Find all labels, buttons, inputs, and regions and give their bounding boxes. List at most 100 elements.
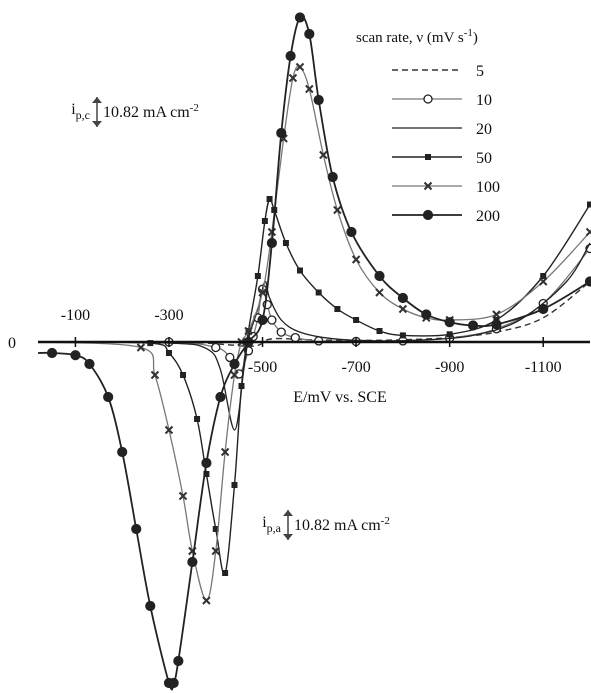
series-20 (37, 242, 591, 431)
legend-marker (422, 209, 434, 221)
data-point-10 (276, 327, 286, 337)
data-point-100 (211, 546, 220, 556)
data-point-10 (267, 315, 277, 325)
legend-title: scan rate, ν (mV s-1) (356, 27, 478, 46)
axis-layer: 0 -100 -300 -500 -700 -900 -1100 E/mV vs. SCE (8, 307, 590, 406)
data-point-100 (492, 310, 501, 319)
data-point-10 (211, 342, 221, 353)
data-point-100 (398, 304, 408, 314)
legend-label: 100 (476, 179, 500, 196)
legend-label: 20 (476, 121, 492, 138)
data-point-200 (285, 50, 296, 62)
data-point-200 (201, 457, 212, 469)
data-point-50 (203, 471, 210, 477)
data-point-50 (282, 240, 289, 246)
data-point-100 (288, 73, 298, 83)
data-point-100 (375, 288, 384, 297)
data-point-200 (257, 314, 268, 326)
data-point-50 (446, 331, 453, 338)
x-tick-label: -300 (154, 307, 183, 324)
legend-item-5: 5 (392, 63, 484, 80)
data-point-100 (244, 326, 253, 336)
legend-marker (425, 154, 431, 160)
data-point-200 (103, 391, 114, 403)
data-point-200 (145, 600, 156, 612)
data-point-50 (261, 218, 268, 224)
data-point-200 (294, 12, 306, 23)
data-point-100 (164, 425, 174, 435)
data-point-100 (202, 596, 211, 605)
data-point-200 (538, 303, 549, 315)
legend-item-10: 10 (392, 92, 492, 109)
data-point-50 (587, 201, 591, 208)
scale-bar-value: 10.82 mA cm-2 (103, 102, 199, 121)
data-point-50 (212, 526, 219, 532)
scale-bar-symbol: ip,a (262, 514, 281, 535)
data-point-200 (131, 523, 142, 535)
data-point-100 (136, 343, 146, 352)
scale-bar-cathodic: ip,c 10.82 mA cm-2 (71, 97, 199, 127)
x-tick-label: -500 (248, 359, 277, 376)
data-point-100 (305, 84, 314, 94)
data-point-100 (258, 288, 267, 297)
legend-label: 10 (476, 92, 492, 109)
data-point-200 (374, 270, 385, 282)
scale-bar-arrow-up (92, 97, 102, 103)
data-point-200 (491, 319, 502, 330)
data-point-200 (467, 320, 479, 331)
data-point-200 (84, 358, 95, 370)
legend-item-100: 100 (392, 179, 500, 196)
data-point-100 (539, 277, 548, 286)
data-point-100 (319, 150, 328, 160)
data-point-200 (187, 556, 198, 568)
data-point-100 (150, 370, 160, 380)
data-point-200 (168, 677, 179, 689)
data-point-100 (351, 255, 361, 264)
data-point-50 (266, 196, 273, 202)
legend-item-20: 20 (392, 121, 492, 138)
x-tick-label: -700 (341, 359, 370, 376)
x-tick-label: -100 (61, 307, 90, 324)
data-point-50 (231, 482, 238, 488)
data-point-100 (585, 227, 591, 237)
data-point-200 (173, 655, 184, 667)
data-point-50 (376, 328, 383, 334)
legend-label: 5 (476, 63, 484, 80)
series-200 (37, 12, 591, 691)
data-point-50 (353, 317, 360, 323)
data-point-50 (238, 383, 245, 389)
data-point-50 (334, 306, 341, 312)
legend-item-50: 50 (392, 150, 492, 167)
data-point-50 (399, 332, 406, 339)
data-point-100 (267, 227, 277, 237)
scale-bars: ip,c 10.82 mA cm-2 ip,a 10.82 mA cm-2 (71, 97, 390, 540)
data-point-50 (296, 267, 303, 274)
x-tick-label: -900 (435, 359, 464, 376)
data-point-100 (295, 62, 305, 72)
data-point-200 (46, 347, 58, 359)
data-point-200 (421, 309, 432, 320)
x-axis-label: E/mV vs. SCE (293, 389, 387, 406)
series-line-20 (37, 242, 591, 431)
series-5 (37, 280, 591, 348)
legend-item-200: 200 (392, 208, 500, 225)
data-point-200 (397, 292, 408, 304)
data-point-50 (254, 273, 261, 279)
data-point-50 (222, 570, 229, 576)
series-line-10 (37, 248, 591, 375)
data-point-200 (444, 317, 455, 328)
data-point-200 (215, 391, 226, 403)
data-point-100 (178, 491, 188, 501)
legend: scan rate, ν (mV s-1) 5 10 20 50 100 200 (356, 27, 500, 225)
data-point-50 (165, 350, 172, 356)
scale-bar-symbol: ip,c (71, 101, 90, 122)
data-point-200 (327, 171, 338, 183)
legend-marker (423, 181, 433, 191)
legend-label: 200 (476, 208, 500, 225)
series-line-5 (37, 280, 591, 348)
data-point-200 (313, 94, 324, 106)
scale-bar-arrow-up (283, 510, 293, 516)
data-point-10 (225, 352, 235, 363)
data-point-50 (315, 289, 322, 296)
data-point-200 (229, 358, 240, 370)
